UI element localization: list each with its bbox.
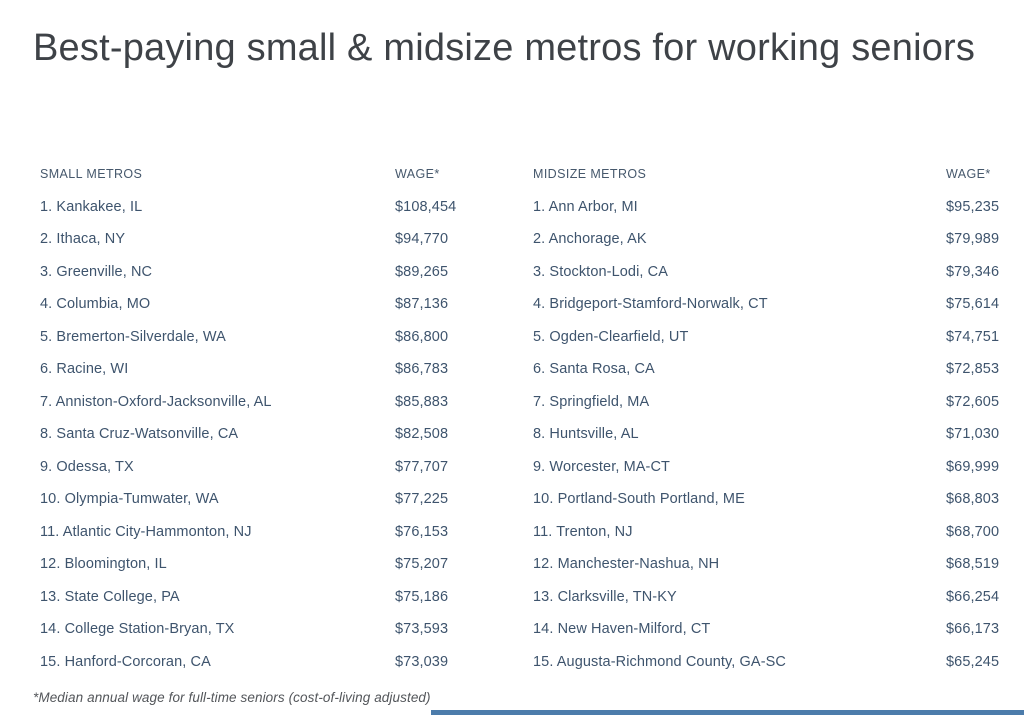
small-metro-cell: 10. Olympia-Tumwater, WA bbox=[40, 491, 219, 508]
table-row: 10. Olympia-Tumwater, WA $77,225 10. Por… bbox=[0, 483, 1024, 516]
small-wage-cell: $75,186 bbox=[395, 588, 449, 605]
midsize-metro-cell: 5. Ogden-Clearfield, UT bbox=[533, 328, 689, 345]
table-row: 7. Anniston-Oxford-Jacksonville, AL $85,… bbox=[0, 386, 1024, 419]
small-metro-cell: 14. College Station-Bryan, TX bbox=[40, 621, 235, 638]
small-wage-cell: $73,039 bbox=[395, 653, 449, 670]
small-wage-cell: $85,883 bbox=[395, 393, 449, 410]
midsize-metro-cell: 10. Portland-South Portland, ME bbox=[533, 491, 745, 508]
table-body: 1. Kankakee, IL $108,454 1. Ann Arbor, M… bbox=[0, 191, 1024, 679]
midsize-wage-cell: $79,346 bbox=[946, 263, 1000, 280]
table-row: 3. Greenville, NC $89,265 3. Stockton-Lo… bbox=[0, 256, 1024, 289]
midsize-metro-cell: 11. Trenton, NJ bbox=[533, 523, 633, 540]
metros-table: SMALL METROS WAGE* MIDSIZE METROS WAGE* … bbox=[0, 158, 1024, 678]
table-header-row: SMALL METROS WAGE* MIDSIZE METROS WAGE* bbox=[0, 158, 1024, 191]
midsize-wage-cell: $65,245 bbox=[946, 653, 1000, 670]
midsize-metro-cell: 7. Springfield, MA bbox=[533, 393, 650, 410]
midsize-metros-header: MIDSIZE METROS bbox=[533, 167, 647, 182]
midsize-metro-cell: 6. Santa Rosa, CA bbox=[533, 361, 655, 378]
midsize-wage-cell: $95,235 bbox=[946, 198, 1000, 215]
small-wage-cell: $87,136 bbox=[395, 296, 449, 313]
page-title: Best-paying small & midsize metros for w… bbox=[33, 27, 976, 69]
table-row: 11. Atlantic City-Hammonton, NJ $76,153 … bbox=[0, 516, 1024, 549]
small-wage-cell: $86,800 bbox=[395, 328, 449, 345]
table-row: 6. Racine, WI $86,783 6. Santa Rosa, CA … bbox=[0, 353, 1024, 386]
small-wage-cell: $86,783 bbox=[395, 361, 449, 378]
table-row: 1. Kankakee, IL $108,454 1. Ann Arbor, M… bbox=[0, 191, 1024, 224]
footnote: *Median annual wage for full-time senior… bbox=[33, 690, 431, 705]
small-wage-cell: $89,265 bbox=[395, 263, 449, 280]
table-row: 4. Columbia, MO $87,136 4. Bridgeport-St… bbox=[0, 288, 1024, 321]
midsize-metro-cell: 13. Clarksville, TN-KY bbox=[533, 588, 677, 605]
midsize-wage-cell: $71,030 bbox=[946, 426, 1000, 443]
small-metro-cell: 2. Ithaca, NY bbox=[40, 231, 126, 248]
bottom-accent-bar bbox=[431, 710, 1024, 715]
small-metro-cell: 5. Bremerton-Silverdale, WA bbox=[40, 328, 226, 345]
midsize-metro-cell: 1. Ann Arbor, MI bbox=[533, 198, 638, 215]
small-metros-header: SMALL METROS bbox=[40, 167, 143, 182]
small-metro-cell: 4. Columbia, MO bbox=[40, 296, 151, 313]
midsize-metro-cell: 14. New Haven-Milford, CT bbox=[533, 621, 711, 638]
midsize-metro-cell: 9. Worcester, MA-CT bbox=[533, 458, 670, 475]
table-row: 2. Ithaca, NY $94,770 2. Anchorage, AK $… bbox=[0, 223, 1024, 256]
table-row: 14. College Station-Bryan, TX $73,593 14… bbox=[0, 613, 1024, 646]
midsize-wage-cell: $69,999 bbox=[946, 458, 1000, 475]
small-wage-cell: $75,207 bbox=[395, 556, 449, 573]
midsize-wage-cell: $68,700 bbox=[946, 523, 1000, 540]
small-wage-cell: $94,770 bbox=[395, 231, 449, 248]
small-wage-header: WAGE* bbox=[395, 167, 440, 182]
small-wage-cell: $77,707 bbox=[395, 458, 449, 475]
small-metro-cell: 13. State College, PA bbox=[40, 588, 180, 605]
midsize-wage-cell: $66,173 bbox=[946, 621, 1000, 638]
small-metro-cell: 11. Atlantic City-Hammonton, NJ bbox=[40, 523, 252, 540]
midsize-wage-cell: $68,803 bbox=[946, 491, 1000, 508]
table-row: 5. Bremerton-Silverdale, WA $86,800 5. O… bbox=[0, 321, 1024, 354]
table-row: 13. State College, PA $75,186 13. Clarks… bbox=[0, 581, 1024, 614]
midsize-metro-cell: 12. Manchester-Nashua, NH bbox=[533, 556, 720, 573]
midsize-wage-cell: $72,853 bbox=[946, 361, 1000, 378]
midsize-wage-cell: $79,989 bbox=[946, 231, 1000, 248]
midsize-wage-cell: $75,614 bbox=[946, 296, 1000, 313]
midsize-wage-cell: $66,254 bbox=[946, 588, 1000, 605]
small-metro-cell: 15. Hanford-Corcoran, CA bbox=[40, 653, 211, 670]
table-row: 15. Hanford-Corcoran, CA $73,039 15. Aug… bbox=[0, 646, 1024, 679]
small-wage-cell: $76,153 bbox=[395, 523, 449, 540]
small-metro-cell: 6. Racine, WI bbox=[40, 361, 129, 378]
small-wage-cell: $77,225 bbox=[395, 491, 449, 508]
small-metro-cell: 7. Anniston-Oxford-Jacksonville, AL bbox=[40, 393, 272, 410]
midsize-wage-cell: $72,605 bbox=[946, 393, 1000, 410]
midsize-wage-cell: $68,519 bbox=[946, 556, 1000, 573]
midsize-metro-cell: 3. Stockton-Lodi, CA bbox=[533, 263, 668, 280]
small-wage-cell: $82,508 bbox=[395, 426, 449, 443]
small-metro-cell: 3. Greenville, NC bbox=[40, 263, 153, 280]
small-metro-cell: 1. Kankakee, IL bbox=[40, 198, 143, 215]
table-row: 9. Odessa, TX $77,707 9. Worcester, MA-C… bbox=[0, 451, 1024, 484]
midsize-metro-cell: 15. Augusta-Richmond County, GA-SC bbox=[533, 653, 786, 670]
small-metro-cell: 8. Santa Cruz-Watsonville, CA bbox=[40, 426, 239, 443]
small-wage-cell: $73,593 bbox=[395, 621, 449, 638]
midsize-wage-header: WAGE* bbox=[946, 167, 991, 182]
midsize-metro-cell: 8. Huntsville, AL bbox=[533, 426, 639, 443]
midsize-metro-cell: 4. Bridgeport-Stamford-Norwalk, CT bbox=[533, 296, 768, 313]
small-wage-cell: $108,454 bbox=[395, 198, 457, 215]
midsize-metro-cell: 2. Anchorage, AK bbox=[533, 231, 647, 248]
table-row: 12. Bloomington, IL $75,207 12. Manchest… bbox=[0, 548, 1024, 581]
small-metro-cell: 12. Bloomington, IL bbox=[40, 556, 167, 573]
small-metro-cell: 9. Odessa, TX bbox=[40, 458, 134, 475]
table-row: 8. Santa Cruz-Watsonville, CA $82,508 8.… bbox=[0, 418, 1024, 451]
midsize-wage-cell: $74,751 bbox=[946, 328, 1000, 345]
